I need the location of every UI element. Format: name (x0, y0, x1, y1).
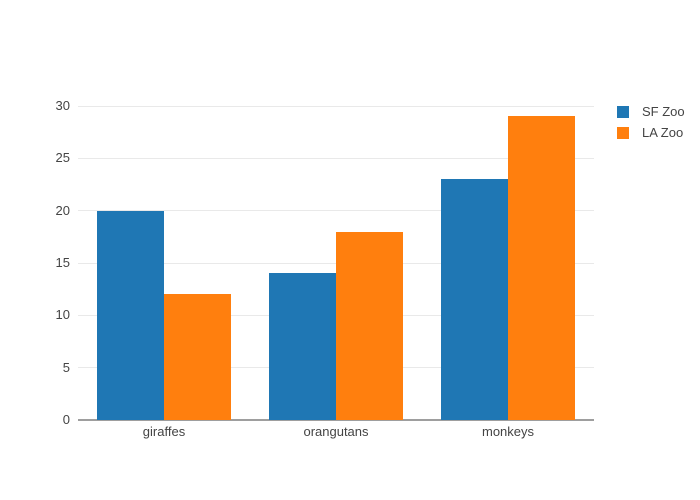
legend-item-sf-zoo[interactable]: SF Zoo (617, 101, 685, 122)
legend-item-la-zoo[interactable]: LA Zoo (617, 122, 685, 143)
bar-sf-zoo-orangutans[interactable] (269, 273, 336, 420)
legend-swatch-sf-zoo (617, 105, 629, 118)
bar-la-zoo-monkeys[interactable] (508, 116, 575, 420)
y-tick-label-0: 0 (62, 412, 70, 427)
plot-area (78, 95, 594, 420)
y-tick-label-5: 5 (62, 359, 70, 375)
x-tick-label-orangutans: orangutans (303, 424, 369, 439)
x-tick-label-monkeys: monkeys (481, 424, 535, 439)
legend-label-la-zoo: LA Zoo (642, 125, 684, 140)
legend: SF Zoo LA Zoo (617, 101, 685, 143)
y-tick-label-15: 15 (55, 254, 70, 270)
x-tick-label-giraffes: giraffes (142, 424, 186, 439)
bar-sf-zoo-giraffes[interactable] (97, 210, 164, 420)
gridline-20 (78, 210, 594, 212)
legend-label-sf-zoo: SF Zoo (642, 104, 685, 119)
y-tick-label-25: 25 (55, 150, 70, 166)
bar-la-zoo-giraffes[interactable] (164, 294, 231, 420)
y-tick-label-10: 10 (55, 307, 70, 323)
bar-sf-zoo-monkeys[interactable] (441, 179, 508, 420)
legend-swatch-la-zoo (617, 126, 629, 139)
x-axis-line (78, 419, 594, 421)
bar-la-zoo-orangutans[interactable] (336, 231, 403, 420)
y-tick-label-30: 30 (55, 97, 70, 113)
gridline-30 (78, 105, 594, 107)
gridline-25 (78, 157, 594, 159)
y-tick-label-20: 20 (55, 202, 70, 218)
